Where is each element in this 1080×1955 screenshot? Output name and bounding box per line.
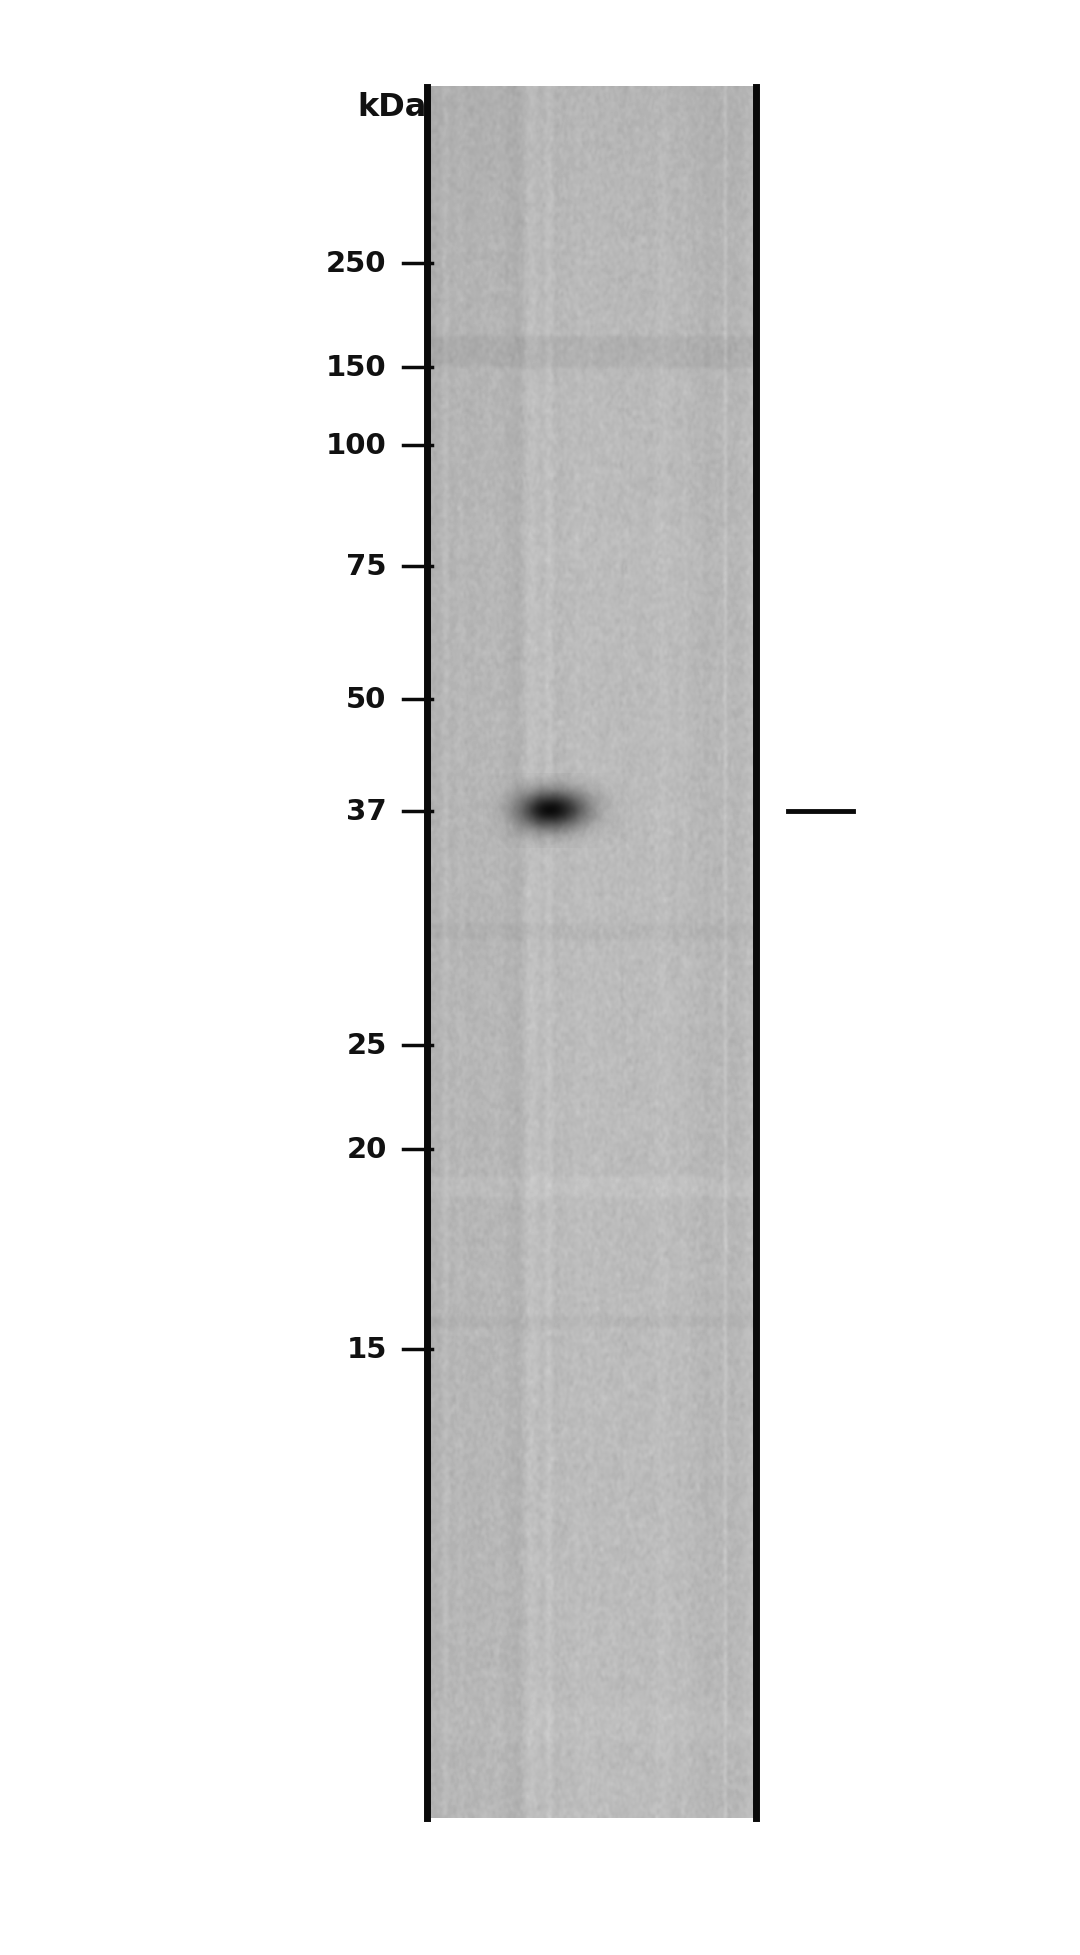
Text: 20: 20 bbox=[347, 1136, 387, 1163]
Text: 75: 75 bbox=[346, 553, 387, 581]
Text: 15: 15 bbox=[347, 1335, 387, 1363]
Text: 100: 100 bbox=[326, 432, 387, 459]
Text: kDa: kDa bbox=[357, 92, 427, 123]
Text: 25: 25 bbox=[347, 1032, 387, 1060]
Text: 37: 37 bbox=[346, 798, 387, 825]
Text: 250: 250 bbox=[326, 250, 387, 278]
Text: 50: 50 bbox=[347, 686, 387, 714]
Text: 150: 150 bbox=[326, 354, 387, 381]
